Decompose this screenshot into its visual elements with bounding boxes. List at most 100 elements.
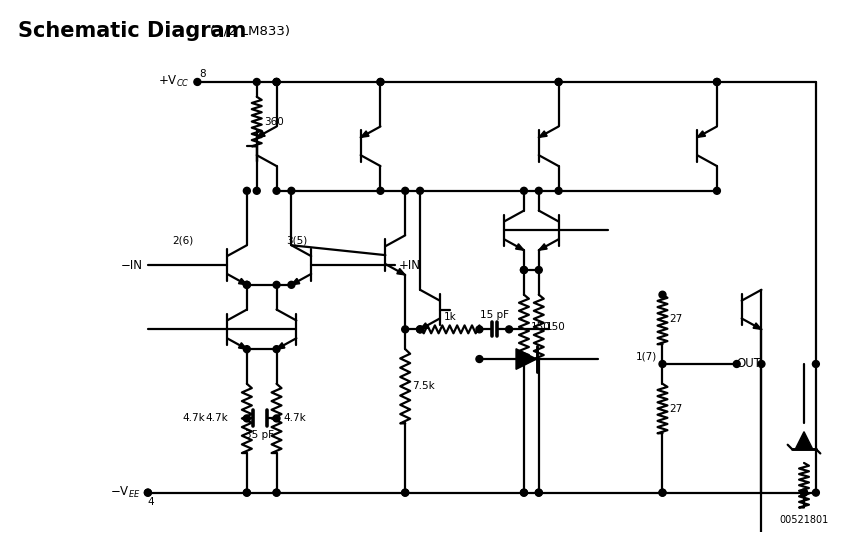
Text: 7.5k: 7.5k bbox=[412, 381, 435, 391]
Text: 1k: 1k bbox=[443, 312, 456, 323]
Circle shape bbox=[535, 489, 542, 496]
Text: 27: 27 bbox=[669, 315, 683, 324]
Circle shape bbox=[555, 79, 562, 86]
Circle shape bbox=[417, 326, 424, 333]
Polygon shape bbox=[516, 244, 524, 250]
Circle shape bbox=[555, 79, 562, 86]
Circle shape bbox=[659, 291, 666, 298]
Circle shape bbox=[273, 489, 280, 496]
Circle shape bbox=[377, 79, 384, 86]
Circle shape bbox=[273, 79, 280, 86]
Circle shape bbox=[713, 79, 721, 86]
Circle shape bbox=[273, 79, 280, 86]
Circle shape bbox=[713, 79, 721, 86]
Circle shape bbox=[521, 489, 528, 496]
Polygon shape bbox=[420, 323, 429, 330]
Text: 4.7k: 4.7k bbox=[183, 414, 205, 423]
Text: −IN: −IN bbox=[121, 258, 143, 272]
Text: 4: 4 bbox=[148, 496, 154, 507]
Polygon shape bbox=[361, 131, 369, 137]
Circle shape bbox=[377, 187, 384, 194]
Circle shape bbox=[506, 326, 512, 333]
Circle shape bbox=[243, 489, 251, 496]
Circle shape bbox=[243, 187, 251, 194]
Circle shape bbox=[535, 489, 542, 496]
Circle shape bbox=[288, 187, 295, 194]
Circle shape bbox=[194, 79, 201, 86]
Text: OUT: OUT bbox=[737, 357, 761, 371]
Polygon shape bbox=[276, 343, 285, 349]
Circle shape bbox=[521, 266, 528, 273]
Circle shape bbox=[401, 326, 408, 333]
Polygon shape bbox=[516, 349, 537, 369]
Circle shape bbox=[273, 415, 280, 422]
Circle shape bbox=[243, 415, 251, 422]
Circle shape bbox=[535, 266, 542, 273]
Circle shape bbox=[253, 79, 260, 86]
Circle shape bbox=[734, 361, 740, 368]
Circle shape bbox=[243, 346, 251, 353]
Text: 3(5): 3(5) bbox=[285, 235, 307, 245]
Circle shape bbox=[273, 281, 280, 288]
Circle shape bbox=[401, 489, 408, 496]
Polygon shape bbox=[396, 269, 405, 275]
Polygon shape bbox=[795, 432, 813, 449]
Circle shape bbox=[476, 356, 483, 363]
Circle shape bbox=[535, 187, 542, 194]
Circle shape bbox=[243, 281, 251, 288]
Text: 4.7k: 4.7k bbox=[205, 414, 228, 423]
Text: 150: 150 bbox=[531, 322, 551, 332]
Circle shape bbox=[273, 79, 280, 86]
Circle shape bbox=[145, 489, 152, 496]
Text: +V$_{CC}$: +V$_{CC}$ bbox=[158, 74, 190, 89]
Text: 4.7k: 4.7k bbox=[284, 414, 307, 423]
Circle shape bbox=[273, 489, 280, 496]
Polygon shape bbox=[697, 131, 706, 137]
Text: 360: 360 bbox=[263, 117, 284, 127]
Circle shape bbox=[800, 489, 807, 496]
Text: 1(7): 1(7) bbox=[636, 351, 657, 361]
Circle shape bbox=[273, 346, 280, 353]
Circle shape bbox=[243, 489, 251, 496]
Polygon shape bbox=[539, 131, 547, 137]
Polygon shape bbox=[239, 278, 246, 285]
Circle shape bbox=[812, 489, 819, 496]
Circle shape bbox=[417, 326, 424, 333]
Circle shape bbox=[253, 187, 260, 194]
Text: +IN: +IN bbox=[398, 258, 420, 272]
Polygon shape bbox=[539, 244, 547, 250]
Circle shape bbox=[476, 326, 483, 333]
Text: 150: 150 bbox=[545, 322, 566, 332]
Circle shape bbox=[401, 187, 408, 194]
Circle shape bbox=[659, 489, 666, 496]
Polygon shape bbox=[257, 131, 265, 137]
Text: 2(6): 2(6) bbox=[172, 235, 193, 245]
Circle shape bbox=[288, 281, 295, 288]
Circle shape bbox=[659, 489, 666, 496]
Circle shape bbox=[521, 187, 528, 194]
Circle shape bbox=[812, 361, 819, 368]
Circle shape bbox=[377, 79, 384, 86]
Circle shape bbox=[273, 187, 280, 194]
Text: 8: 8 bbox=[199, 69, 206, 79]
Circle shape bbox=[521, 266, 528, 273]
Circle shape bbox=[758, 361, 765, 368]
Circle shape bbox=[521, 489, 528, 496]
Circle shape bbox=[401, 489, 408, 496]
Circle shape bbox=[417, 187, 424, 194]
Polygon shape bbox=[291, 278, 300, 285]
Text: 15 pF: 15 pF bbox=[479, 310, 509, 320]
Circle shape bbox=[800, 489, 807, 496]
Polygon shape bbox=[753, 323, 761, 330]
Polygon shape bbox=[239, 343, 246, 349]
Circle shape bbox=[243, 281, 251, 288]
Text: (1/2 LM833): (1/2 LM833) bbox=[210, 25, 291, 37]
Text: 35 pF: 35 pF bbox=[246, 430, 274, 440]
Circle shape bbox=[713, 187, 721, 194]
Circle shape bbox=[555, 187, 562, 194]
Circle shape bbox=[145, 489, 152, 496]
Circle shape bbox=[659, 361, 666, 368]
Text: Schematic Diagram: Schematic Diagram bbox=[19, 20, 246, 41]
Text: −V$_{EE}$: −V$_{EE}$ bbox=[109, 485, 140, 500]
Text: 00521801: 00521801 bbox=[779, 515, 828, 525]
